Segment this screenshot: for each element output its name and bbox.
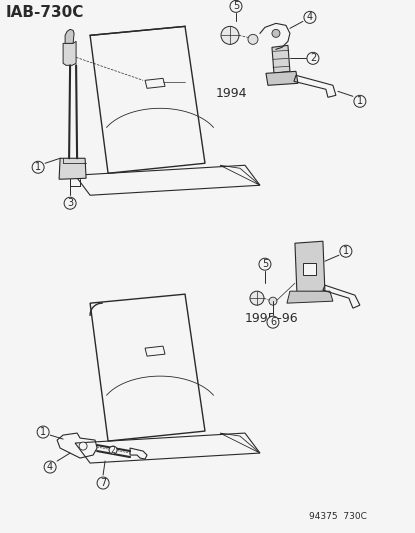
Text: 1: 1 [357, 96, 363, 106]
Text: 2: 2 [111, 446, 115, 455]
Circle shape [340, 245, 352, 257]
Polygon shape [287, 291, 333, 303]
Text: 6: 6 [270, 317, 276, 327]
Text: 4: 4 [47, 462, 53, 472]
Circle shape [79, 442, 87, 450]
Polygon shape [59, 158, 86, 179]
Text: 7: 7 [100, 478, 106, 488]
Circle shape [109, 446, 117, 454]
Circle shape [304, 11, 316, 23]
Circle shape [32, 161, 44, 173]
Circle shape [267, 316, 279, 328]
Text: 5: 5 [233, 2, 239, 11]
Text: 1: 1 [35, 162, 41, 172]
Text: 94375  730C: 94375 730C [309, 512, 367, 521]
Text: 2: 2 [310, 53, 316, 63]
Text: 1995–96: 1995–96 [245, 312, 299, 325]
Text: 4: 4 [307, 12, 313, 22]
Text: 1: 1 [40, 427, 46, 437]
Text: 1994: 1994 [216, 87, 247, 100]
Circle shape [272, 29, 280, 37]
Polygon shape [266, 71, 298, 85]
Circle shape [230, 1, 242, 12]
Text: 1: 1 [343, 246, 349, 256]
Circle shape [250, 291, 264, 305]
Polygon shape [63, 42, 76, 66]
Circle shape [64, 197, 76, 209]
Circle shape [269, 297, 277, 305]
Circle shape [259, 258, 271, 270]
Text: 3: 3 [67, 198, 73, 208]
Circle shape [44, 461, 56, 473]
Text: IAB-730C: IAB-730C [5, 5, 83, 20]
Circle shape [97, 477, 109, 489]
Polygon shape [65, 29, 74, 43]
Circle shape [248, 34, 258, 44]
Circle shape [354, 95, 366, 107]
Polygon shape [272, 45, 290, 74]
Bar [303, 263, 316, 275]
Circle shape [307, 52, 319, 64]
Circle shape [37, 426, 49, 438]
Circle shape [221, 26, 239, 44]
Text: 5: 5 [262, 259, 268, 269]
Polygon shape [295, 241, 325, 293]
